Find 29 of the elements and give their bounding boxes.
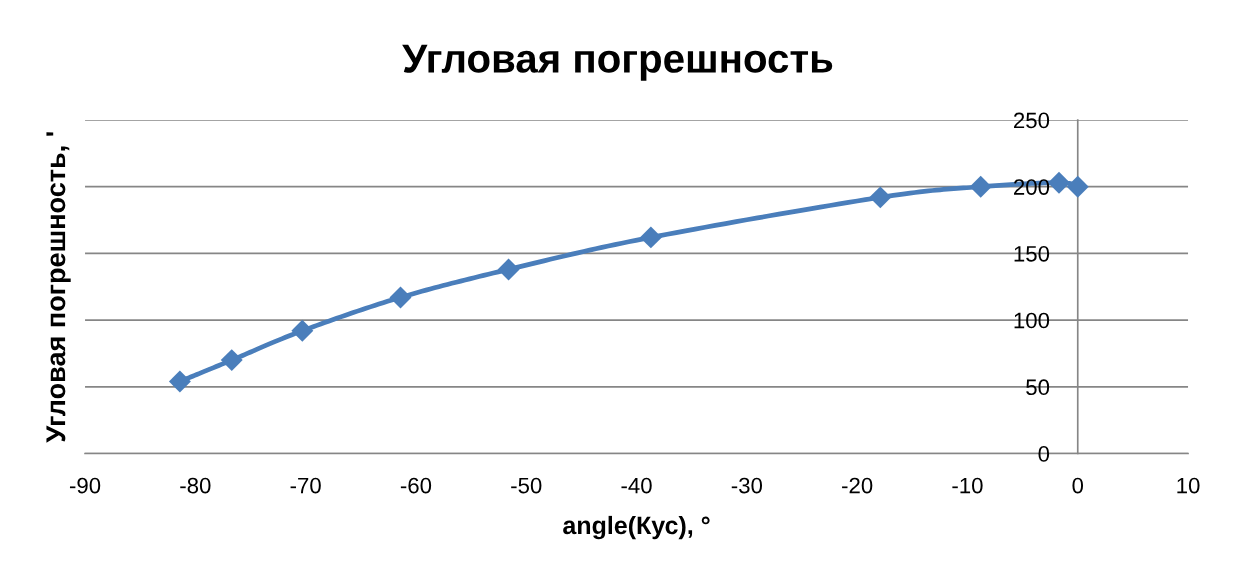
- y-tick-label: 0: [1038, 446, 1050, 462]
- x-tick-label: -80: [180, 477, 211, 494]
- point: [389, 286, 412, 309]
- x-tick-label: -10: [952, 477, 983, 494]
- x-tick-label: 0: [1072, 477, 1084, 494]
- y-axis-title: Угловая погрешность, ': [46, 132, 71, 443]
- y-tick-label: 250: [1014, 112, 1050, 129]
- x-tick-label: -50: [511, 477, 542, 494]
- point: [869, 186, 892, 209]
- x-tick-label: -60: [400, 477, 432, 494]
- x-tick-label: -90: [69, 477, 101, 494]
- y-tick-label: 100: [1014, 312, 1050, 329]
- point: [969, 175, 992, 198]
- x-axis-title: angle(Кус), °: [563, 515, 710, 540]
- y-tick-label: 150: [1014, 245, 1050, 262]
- x-tick-label: 10: [1177, 477, 1200, 494]
- point: [1066, 175, 1089, 198]
- point: [168, 370, 191, 393]
- x-tick-label: -40: [621, 477, 652, 494]
- point: [291, 319, 314, 342]
- x-tick-label: -30: [731, 477, 763, 494]
- y-tick-label: 50: [1026, 379, 1050, 396]
- x-tick-label: -70: [290, 477, 321, 494]
- point: [497, 258, 520, 281]
- point: [220, 349, 243, 372]
- x-tick-label: -20: [842, 477, 873, 494]
- chart-title: Угловая погрешность: [402, 44, 833, 81]
- point: [1048, 171, 1070, 194]
- point: [639, 226, 662, 249]
